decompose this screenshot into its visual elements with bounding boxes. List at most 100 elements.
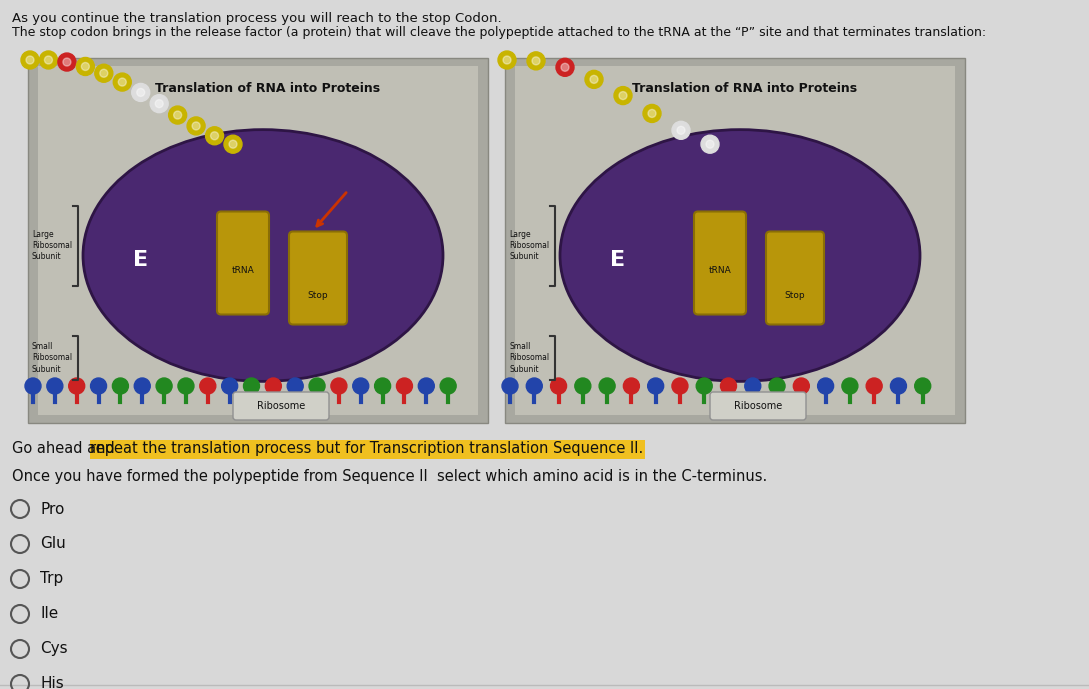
Text: Translation of RNA into Proteins: Translation of RNA into Proteins xyxy=(155,82,380,95)
Circle shape xyxy=(745,378,761,394)
Text: E: E xyxy=(134,251,148,271)
Circle shape xyxy=(169,106,186,124)
Circle shape xyxy=(396,378,413,394)
Text: Ribosome: Ribosome xyxy=(734,401,782,411)
Circle shape xyxy=(590,75,598,83)
Circle shape xyxy=(100,70,108,77)
Circle shape xyxy=(58,53,76,71)
FancyBboxPatch shape xyxy=(505,58,965,423)
Circle shape xyxy=(643,105,661,123)
Circle shape xyxy=(69,378,85,394)
Circle shape xyxy=(561,63,568,71)
Circle shape xyxy=(132,83,149,101)
FancyBboxPatch shape xyxy=(710,392,806,420)
Text: Trp: Trp xyxy=(40,571,63,586)
Text: Large
Ribosomal
Subunit: Large Ribosomal Subunit xyxy=(32,230,72,261)
Circle shape xyxy=(229,140,237,148)
Text: Go ahead and: Go ahead and xyxy=(12,441,120,456)
Circle shape xyxy=(76,57,95,76)
Circle shape xyxy=(95,64,113,82)
Text: Once you have formed the polypeptide from Sequence II  select which amino acid i: Once you have formed the polypeptide fro… xyxy=(12,469,768,484)
FancyBboxPatch shape xyxy=(217,212,269,314)
Circle shape xyxy=(556,59,574,76)
Circle shape xyxy=(331,378,347,394)
Text: E: E xyxy=(611,251,625,271)
Circle shape xyxy=(503,56,511,64)
Circle shape xyxy=(672,121,690,139)
Circle shape xyxy=(244,378,259,394)
Text: Cys: Cys xyxy=(40,641,68,657)
FancyBboxPatch shape xyxy=(38,66,478,415)
Circle shape xyxy=(45,56,52,64)
Circle shape xyxy=(155,100,163,107)
Text: Translation of RNA into Proteins: Translation of RNA into Proteins xyxy=(632,82,857,95)
Text: Glu: Glu xyxy=(40,537,65,551)
Circle shape xyxy=(672,378,688,394)
Circle shape xyxy=(287,378,303,394)
Circle shape xyxy=(842,378,858,394)
Text: tRNA: tRNA xyxy=(709,266,732,275)
Circle shape xyxy=(533,57,540,65)
Circle shape xyxy=(769,378,785,394)
Circle shape xyxy=(353,378,369,394)
Ellipse shape xyxy=(83,130,443,382)
Circle shape xyxy=(39,51,58,69)
Text: Large
Ribosomal
Subunit: Large Ribosomal Subunit xyxy=(509,230,549,261)
Circle shape xyxy=(696,378,712,394)
Circle shape xyxy=(156,378,172,394)
Text: Small
Ribosomal
Subunit: Small Ribosomal Subunit xyxy=(32,342,72,373)
Circle shape xyxy=(701,135,719,153)
Circle shape xyxy=(82,63,89,70)
Text: Ile: Ile xyxy=(40,606,58,621)
Circle shape xyxy=(224,135,242,153)
Text: Pro: Pro xyxy=(40,502,64,517)
Circle shape xyxy=(26,56,34,64)
Circle shape xyxy=(623,378,639,394)
Circle shape xyxy=(63,58,71,66)
Circle shape xyxy=(677,126,685,134)
Circle shape xyxy=(137,88,145,96)
Circle shape xyxy=(551,378,566,394)
Text: His: His xyxy=(40,677,64,689)
Circle shape xyxy=(199,378,216,394)
Circle shape xyxy=(818,378,833,394)
Circle shape xyxy=(178,378,194,394)
Circle shape xyxy=(206,127,223,145)
Circle shape xyxy=(90,378,107,394)
Circle shape xyxy=(793,378,809,394)
Circle shape xyxy=(502,378,518,394)
Circle shape xyxy=(210,132,219,140)
Ellipse shape xyxy=(560,130,920,382)
Text: The stop codon brings in the release factor (a protein) that will cleave the pol: The stop codon brings in the release fac… xyxy=(12,26,987,39)
Circle shape xyxy=(309,378,325,394)
Circle shape xyxy=(47,378,63,394)
Circle shape xyxy=(915,378,931,394)
Circle shape xyxy=(599,378,615,394)
Circle shape xyxy=(222,378,237,394)
FancyBboxPatch shape xyxy=(90,440,645,459)
Circle shape xyxy=(266,378,281,394)
Circle shape xyxy=(192,122,200,130)
FancyBboxPatch shape xyxy=(233,392,329,420)
FancyBboxPatch shape xyxy=(515,66,955,415)
Circle shape xyxy=(375,378,391,394)
Circle shape xyxy=(187,117,205,135)
Circle shape xyxy=(112,378,129,394)
Circle shape xyxy=(648,378,663,394)
Text: Small
Ribosomal
Subunit: Small Ribosomal Subunit xyxy=(509,342,549,373)
Text: Stop: Stop xyxy=(308,291,328,300)
Circle shape xyxy=(585,70,603,88)
Text: tRNA: tRNA xyxy=(232,266,255,275)
Circle shape xyxy=(134,378,150,394)
Circle shape xyxy=(21,51,39,69)
Text: As you continue the translation process you will reach to the stop Codon.: As you continue the translation process … xyxy=(12,12,502,25)
Circle shape xyxy=(648,110,656,117)
FancyBboxPatch shape xyxy=(694,212,746,314)
Circle shape xyxy=(113,73,132,91)
Circle shape xyxy=(619,92,627,100)
Circle shape xyxy=(173,111,182,119)
Circle shape xyxy=(866,378,882,394)
Circle shape xyxy=(440,378,456,394)
FancyBboxPatch shape xyxy=(289,232,347,325)
Circle shape xyxy=(150,94,168,113)
